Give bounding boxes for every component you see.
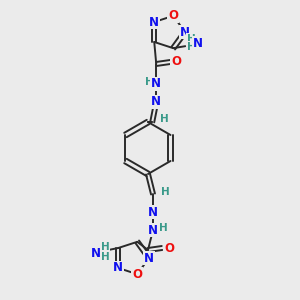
Text: H: H xyxy=(101,252,110,262)
Text: O: O xyxy=(164,242,174,254)
Text: N: N xyxy=(151,95,161,109)
Text: H: H xyxy=(159,223,167,233)
Text: N: N xyxy=(144,251,154,265)
Text: N: N xyxy=(149,16,159,28)
Text: H: H xyxy=(160,114,169,124)
Text: O: O xyxy=(171,56,181,68)
Text: H: H xyxy=(160,187,169,197)
Text: O: O xyxy=(132,268,142,281)
Text: N: N xyxy=(180,26,190,38)
Text: N: N xyxy=(193,37,203,50)
Text: N: N xyxy=(148,206,158,218)
Text: N: N xyxy=(151,77,161,91)
Text: H: H xyxy=(101,242,110,252)
Text: H: H xyxy=(187,42,196,52)
Text: N: N xyxy=(113,262,123,275)
Text: H: H xyxy=(187,34,196,44)
Text: H: H xyxy=(145,77,154,87)
Text: O: O xyxy=(168,9,178,22)
Text: N: N xyxy=(91,247,101,260)
Text: N: N xyxy=(148,224,158,236)
